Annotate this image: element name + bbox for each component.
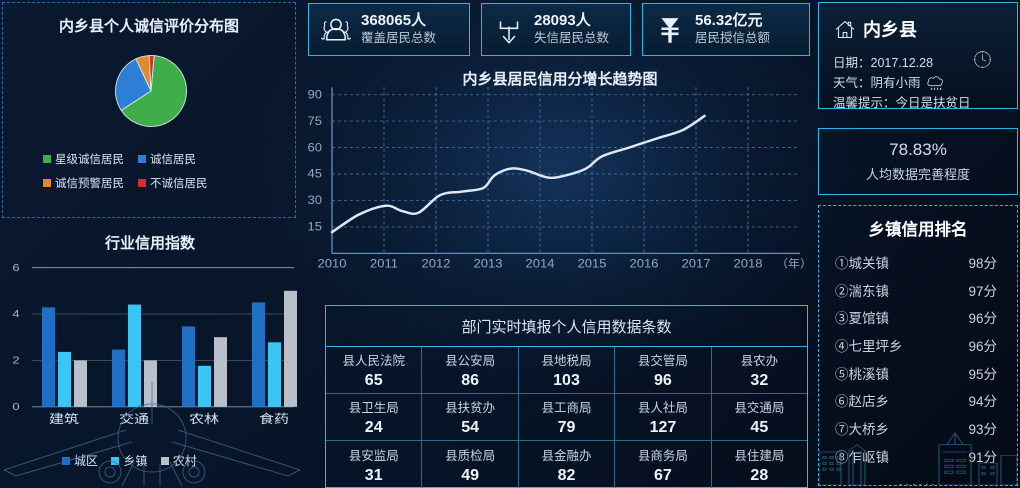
svg-text:60: 60 [308, 141, 322, 155]
svg-text:2013: 2013 [474, 257, 503, 271]
svg-text:4: 4 [12, 308, 20, 319]
svg-text:45: 45 [308, 167, 322, 181]
svg-text:2012: 2012 [422, 257, 451, 271]
svg-text:（年）: （年） [776, 257, 812, 271]
svg-text:2011: 2011 [370, 257, 398, 271]
svg-text:2014: 2014 [526, 257, 555, 271]
svg-text:90: 90 [308, 88, 322, 102]
svg-text:2018: 2018 [734, 257, 763, 271]
svg-text:2: 2 [12, 355, 19, 366]
svg-text:6: 6 [12, 262, 20, 273]
svg-text:75: 75 [308, 114, 322, 128]
svg-text:2016: 2016 [630, 257, 659, 271]
svg-text:30: 30 [308, 194, 322, 208]
svg-text:2015: 2015 [578, 257, 607, 271]
svg-text:15: 15 [308, 220, 322, 234]
svg-text:2017: 2017 [682, 257, 711, 271]
svg-text:2010: 2010 [318, 257, 347, 271]
